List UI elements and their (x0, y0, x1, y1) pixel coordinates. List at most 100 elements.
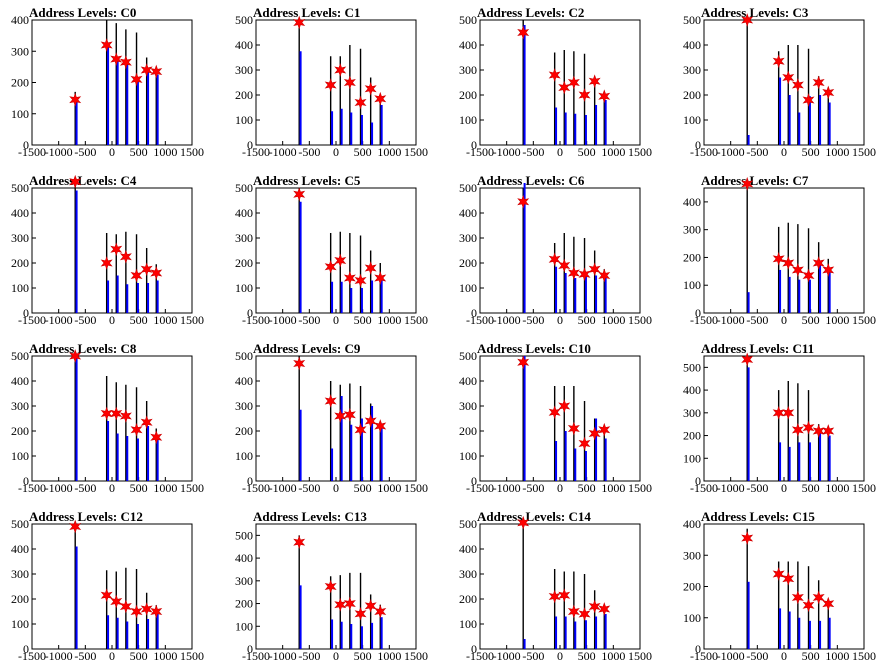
y-tick-label: 300 (11, 399, 29, 413)
y-tick-label: 300 (235, 574, 253, 588)
marker-star (119, 409, 132, 423)
marker-star (374, 604, 387, 619)
bar-blue (564, 112, 567, 145)
bar-black (145, 248, 148, 313)
x-tick-label: 1500 (180, 481, 204, 495)
bar-blue (126, 63, 129, 145)
bar-blue (584, 451, 587, 481)
bar-black (746, 362, 748, 481)
bar-black (339, 384, 341, 481)
x-tick-label: 1000 (825, 145, 849, 159)
chart-title: Address Levels: C3 (701, 5, 809, 20)
chart-title: Address Levels: C7 (701, 173, 809, 188)
bar-black (135, 32, 138, 145)
bar-black (827, 258, 829, 313)
x-tick-label: -500 (298, 313, 320, 327)
marker-star (354, 273, 367, 288)
y-tick-label: 400 (683, 517, 701, 531)
marker-star (354, 606, 367, 621)
marker-star (130, 604, 143, 619)
y-tick-label: 400 (459, 38, 477, 52)
y-tick-label: 300 (11, 231, 29, 245)
bar-black (74, 91, 76, 145)
x-tick-label: -1500 (690, 313, 718, 327)
chart-panel-10: Address Levels: C10 0 100 200 300 400 500 -1500… (459, 341, 652, 495)
bar-black (553, 386, 556, 481)
x-tick-label: -1500 (690, 649, 718, 663)
x-tick-label: -1000 (493, 481, 521, 495)
y-tick-label: 400 (235, 374, 253, 388)
y-tick-label: 300 (683, 223, 701, 237)
y-tick-label: 200 (683, 250, 701, 264)
bar-black (379, 95, 381, 145)
x-tick-label: -1000 (717, 481, 745, 495)
marker-star (558, 588, 571, 603)
y-tick-label: 500 (235, 181, 253, 195)
bar-blue (788, 611, 791, 649)
bar-blue (595, 275, 598, 313)
bar-blue (331, 111, 334, 145)
marker-star (782, 70, 795, 85)
x-tick-label: 1000 (377, 313, 401, 327)
x-tick-label: -500 (522, 313, 544, 327)
marker-star (324, 259, 337, 274)
marker-star (110, 52, 123, 66)
bar-blue (299, 51, 302, 145)
chart-title: Address Levels: C10 (477, 341, 591, 356)
bar-black (379, 604, 381, 649)
x-tick-label: -1500 (18, 145, 46, 159)
bar-black (125, 231, 127, 313)
bar-black (797, 561, 799, 649)
chart-title: Address Levels: C11 (701, 341, 814, 356)
bar-blue (116, 275, 119, 313)
bar-black (553, 52, 556, 145)
chart-panel-2: Address Levels: C20100200300400500-1500-… (459, 5, 652, 159)
marker-star (772, 405, 785, 420)
x-tick-label: 500 (578, 649, 596, 663)
x-tick-label: -1500 (466, 313, 494, 327)
marker-star (517, 25, 530, 40)
bar-black (746, 179, 748, 313)
bar-black (339, 56, 341, 145)
bar-black (563, 233, 565, 313)
y-tick-label: 400 (11, 13, 29, 27)
bar-black (817, 424, 820, 481)
y-tick-label: 300 (11, 44, 29, 58)
bar-blue (819, 95, 822, 145)
bar-blue (340, 621, 343, 649)
bar-black (553, 243, 556, 313)
bar-black (155, 68, 157, 145)
bar-black (563, 50, 565, 145)
marker-star (334, 409, 347, 423)
x-tick-label: 0 (557, 145, 563, 159)
marker-star (343, 596, 356, 611)
bar-black (349, 45, 351, 145)
y-tick-label: 400 (459, 542, 477, 556)
x-tick-label: 500 (802, 649, 820, 663)
marker-star (293, 356, 306, 371)
marker-star (567, 604, 580, 619)
marker-star (517, 515, 530, 530)
marker-star (822, 85, 835, 100)
x-tick-label: 1000 (601, 649, 625, 663)
y-tick-label: 500 (459, 517, 477, 531)
y-tick-label: 0 (695, 642, 701, 656)
x-tick-label: -500 (74, 145, 96, 159)
bar-black (593, 80, 596, 145)
marker-star (772, 54, 785, 69)
marker-star (782, 256, 795, 270)
bar-blue (604, 614, 607, 649)
bar-blue (595, 105, 598, 145)
y-tick-label: 0 (23, 138, 29, 152)
bar-blue (147, 619, 150, 649)
bar-blue (584, 620, 587, 649)
bar-blue (299, 409, 302, 481)
bar-blue (340, 281, 343, 313)
x-tick-label: -1000 (493, 313, 521, 327)
x-tick-label: 0 (109, 313, 115, 327)
bar-blue (555, 616, 558, 649)
y-tick-label: 500 (11, 181, 29, 195)
bar-black (369, 250, 372, 313)
bar-black (807, 390, 810, 481)
